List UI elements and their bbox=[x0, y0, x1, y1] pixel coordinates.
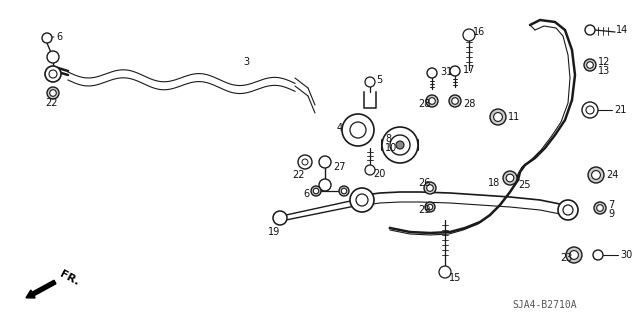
Circle shape bbox=[490, 109, 506, 125]
Circle shape bbox=[339, 186, 349, 196]
Text: 21: 21 bbox=[614, 105, 627, 115]
Circle shape bbox=[452, 98, 458, 104]
Circle shape bbox=[426, 95, 438, 107]
Circle shape bbox=[463, 29, 475, 41]
Circle shape bbox=[566, 247, 582, 263]
Circle shape bbox=[311, 186, 321, 196]
Circle shape bbox=[319, 179, 331, 191]
Circle shape bbox=[390, 135, 410, 155]
Text: 15: 15 bbox=[449, 273, 461, 283]
Circle shape bbox=[319, 156, 331, 168]
Text: 14: 14 bbox=[616, 25, 628, 35]
Text: 22: 22 bbox=[45, 98, 58, 108]
Circle shape bbox=[591, 171, 600, 179]
Text: 4: 4 bbox=[337, 123, 343, 133]
Text: 26: 26 bbox=[418, 178, 430, 188]
Circle shape bbox=[427, 68, 437, 78]
Text: 23: 23 bbox=[560, 253, 572, 263]
Text: 24: 24 bbox=[606, 170, 618, 180]
Text: 12: 12 bbox=[598, 57, 611, 67]
Text: 8: 8 bbox=[385, 134, 391, 144]
Circle shape bbox=[273, 211, 287, 225]
Circle shape bbox=[47, 87, 59, 99]
Circle shape bbox=[427, 185, 433, 191]
Circle shape bbox=[47, 51, 59, 63]
Circle shape bbox=[342, 114, 374, 146]
Circle shape bbox=[594, 202, 606, 214]
Circle shape bbox=[425, 202, 435, 212]
Circle shape bbox=[503, 171, 517, 185]
Text: 28: 28 bbox=[418, 99, 430, 109]
Text: 20: 20 bbox=[373, 169, 385, 179]
Text: 25: 25 bbox=[518, 180, 531, 190]
Text: 6: 6 bbox=[303, 189, 309, 199]
Circle shape bbox=[42, 33, 52, 43]
Circle shape bbox=[298, 155, 312, 169]
Circle shape bbox=[582, 102, 598, 118]
Circle shape bbox=[584, 59, 596, 71]
Circle shape bbox=[596, 205, 604, 211]
Text: 19: 19 bbox=[268, 227, 280, 237]
Circle shape bbox=[558, 200, 578, 220]
Circle shape bbox=[313, 188, 319, 194]
Circle shape bbox=[356, 194, 368, 206]
Circle shape bbox=[493, 113, 502, 122]
Circle shape bbox=[506, 174, 514, 182]
Circle shape bbox=[428, 204, 433, 210]
Text: FR.: FR. bbox=[58, 269, 81, 287]
Circle shape bbox=[570, 251, 579, 259]
Text: 22: 22 bbox=[292, 170, 305, 180]
Circle shape bbox=[563, 205, 573, 215]
Text: 30: 30 bbox=[620, 250, 632, 260]
Circle shape bbox=[585, 25, 595, 35]
Text: SJA4-B2710A: SJA4-B2710A bbox=[513, 300, 577, 310]
Circle shape bbox=[350, 122, 366, 138]
Circle shape bbox=[382, 127, 418, 163]
Text: 10: 10 bbox=[385, 143, 397, 153]
Circle shape bbox=[365, 165, 375, 175]
Text: 6: 6 bbox=[56, 32, 62, 42]
Circle shape bbox=[350, 188, 374, 212]
Text: 11: 11 bbox=[508, 112, 520, 122]
Circle shape bbox=[396, 141, 404, 149]
Circle shape bbox=[50, 90, 56, 96]
Circle shape bbox=[49, 70, 57, 78]
Text: 28: 28 bbox=[463, 99, 476, 109]
Circle shape bbox=[302, 159, 308, 165]
Circle shape bbox=[341, 188, 347, 194]
Circle shape bbox=[586, 106, 594, 114]
Text: 3: 3 bbox=[243, 57, 249, 67]
Text: 17: 17 bbox=[463, 65, 476, 75]
Text: 13: 13 bbox=[598, 66, 611, 76]
Text: 16: 16 bbox=[473, 27, 485, 37]
Circle shape bbox=[365, 77, 375, 87]
Text: 7: 7 bbox=[608, 200, 614, 210]
Circle shape bbox=[429, 98, 435, 104]
Circle shape bbox=[45, 66, 61, 82]
Text: 9: 9 bbox=[608, 209, 614, 219]
Circle shape bbox=[439, 266, 451, 278]
FancyArrow shape bbox=[26, 280, 56, 298]
Text: 5: 5 bbox=[376, 75, 382, 85]
Circle shape bbox=[588, 167, 604, 183]
Text: 31: 31 bbox=[440, 67, 452, 77]
Circle shape bbox=[424, 182, 436, 194]
Circle shape bbox=[593, 250, 603, 260]
Circle shape bbox=[450, 66, 460, 76]
Text: 18: 18 bbox=[488, 178, 500, 188]
Text: 27: 27 bbox=[333, 162, 346, 172]
Circle shape bbox=[449, 95, 461, 107]
Text: 29: 29 bbox=[418, 205, 430, 215]
Circle shape bbox=[587, 62, 593, 68]
